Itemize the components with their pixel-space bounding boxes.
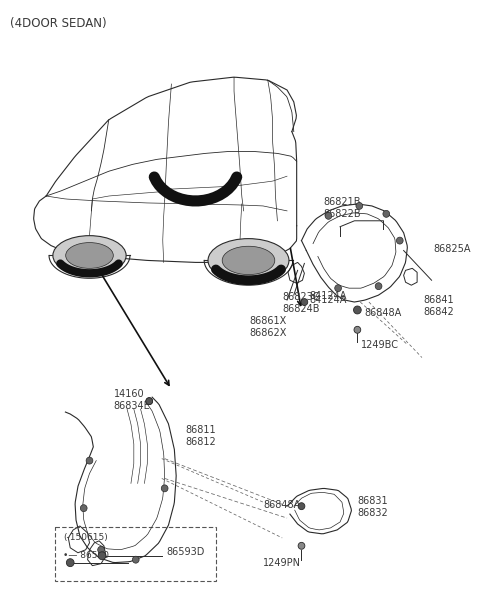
Text: 1249PN: 1249PN [263,558,301,568]
Circle shape [146,398,153,405]
Circle shape [301,298,308,306]
Circle shape [383,211,390,217]
Circle shape [375,282,382,290]
Circle shape [66,559,74,567]
Circle shape [356,203,363,209]
Text: 86848A: 86848A [263,500,300,510]
Text: 86848A: 86848A [364,308,401,318]
Text: 86823C
86824B: 86823C 86824B [282,292,320,314]
Circle shape [161,485,168,492]
Text: 84124A: 84124A [309,295,347,305]
Text: 86593D: 86593D [167,546,205,557]
Text: 14160
86834E: 14160 86834E [114,389,150,411]
Circle shape [86,457,93,464]
Circle shape [325,212,332,219]
Text: 86811
86812: 86811 86812 [186,425,216,447]
Text: 86861X
86862X: 86861X 86862X [250,316,287,338]
Circle shape [396,237,403,244]
Circle shape [80,505,87,511]
Text: (-150615): (-150615) [63,533,108,542]
Circle shape [146,398,153,405]
Ellipse shape [222,246,275,274]
Text: 86841
86842: 86841 86842 [424,295,455,317]
Circle shape [354,326,361,333]
Text: 1249BC: 1249BC [361,340,399,350]
Circle shape [298,503,305,510]
Circle shape [335,285,341,292]
Circle shape [354,306,361,314]
Text: 86825A: 86825A [433,244,471,254]
Ellipse shape [66,243,113,268]
Text: 86831
86832: 86831 86832 [358,496,388,518]
Ellipse shape [208,239,289,282]
Text: 84124A: 84124A [309,291,347,301]
Circle shape [98,546,105,553]
Text: 86821B
86822B: 86821B 86822B [323,197,361,219]
Text: (4DOOR SEDAN): (4DOOR SEDAN) [11,17,107,29]
Circle shape [298,542,305,550]
Circle shape [132,556,139,563]
Circle shape [98,552,106,560]
Text: •— 86590: •— 86590 [63,551,109,560]
Ellipse shape [53,236,126,275]
